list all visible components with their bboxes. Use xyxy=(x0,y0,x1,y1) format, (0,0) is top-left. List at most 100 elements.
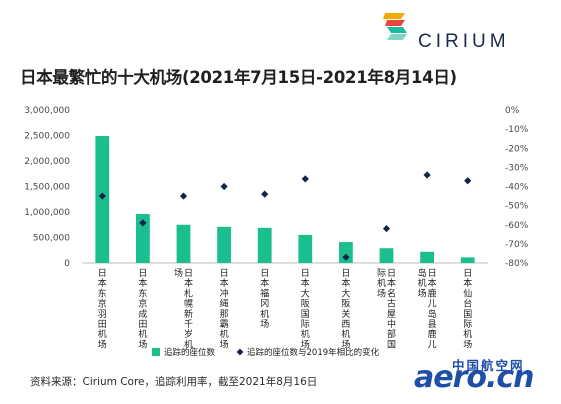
svg-text:屋: 屋 xyxy=(387,309,396,320)
svg-text:古: 古 xyxy=(387,298,396,310)
svg-text:幌: 幌 xyxy=(184,298,193,310)
watermark-main-text: aero.cn xyxy=(414,360,535,395)
svg-text:岁: 岁 xyxy=(184,328,193,340)
svg-text:本: 本 xyxy=(220,277,229,289)
svg-text:际: 际 xyxy=(377,268,386,279)
y-tick-label: 500,000 xyxy=(33,234,70,244)
bar xyxy=(257,227,272,263)
svg-text:阪: 阪 xyxy=(301,299,310,310)
svg-text:机: 机 xyxy=(463,328,472,340)
svg-text:羽: 羽 xyxy=(98,309,107,320)
svg-text:场: 场 xyxy=(98,339,107,350)
source-note: 资料来源：Cirium Core，追踪利用率，截至2021年8月16日 xyxy=(30,376,318,388)
bar xyxy=(217,226,232,263)
diamond-point xyxy=(382,224,391,233)
svg-text:机: 机 xyxy=(98,328,107,340)
bar xyxy=(379,248,394,263)
svg-text:本: 本 xyxy=(341,277,350,289)
cirium-logo xyxy=(383,13,407,40)
svg-text:本: 本 xyxy=(387,277,396,289)
svg-text:机: 机 xyxy=(184,338,193,350)
svg-text:机: 机 xyxy=(138,328,147,340)
svg-text:场: 场 xyxy=(174,268,183,279)
svg-text:阪: 阪 xyxy=(341,299,350,310)
svg-text:际: 际 xyxy=(463,319,472,330)
bar xyxy=(338,242,353,263)
svg-text:国: 国 xyxy=(387,339,396,350)
svg-text:本: 本 xyxy=(260,277,269,289)
svg-text:部: 部 xyxy=(387,328,396,340)
y-tick-label: 2,500,000 xyxy=(24,132,70,142)
svg-text:京: 京 xyxy=(138,298,147,310)
svg-text:日: 日 xyxy=(341,268,350,279)
svg-text:仙: 仙 xyxy=(463,287,472,299)
diamond-point xyxy=(261,190,269,198)
svg-text:场: 场 xyxy=(260,319,269,330)
y2-tick-label: -20% xyxy=(505,144,529,154)
chart-title: 日本最繁忙的十大机场(2021年7月15日-2021年8月14日) xyxy=(20,68,457,87)
y2-tick-label: -70% xyxy=(505,240,529,250)
svg-text:本: 本 xyxy=(463,277,472,289)
chart-canvas: 0 500,000 1,000,000 1,500,000 2,000,000 2,500… xyxy=(24,106,529,358)
svg-text:县: 县 xyxy=(428,319,437,330)
svg-text:大: 大 xyxy=(301,287,310,299)
svg-text:日: 日 xyxy=(463,268,472,279)
svg-text:田: 田 xyxy=(98,319,107,330)
brand-name: CIRIUM xyxy=(418,31,510,52)
svg-text:本: 本 xyxy=(428,277,437,289)
diamond-point xyxy=(423,171,431,179)
y2-tick-label: 0% xyxy=(505,106,520,116)
svg-text:日: 日 xyxy=(220,268,229,279)
svg-text:机: 机 xyxy=(377,277,386,289)
svg-text:日: 日 xyxy=(387,268,396,279)
diamond-point xyxy=(98,192,106,200)
diamond-point xyxy=(301,175,309,183)
svg-text:中: 中 xyxy=(387,318,396,330)
svg-text:关: 关 xyxy=(341,308,350,320)
svg-text:场: 场 xyxy=(301,339,310,350)
y2-tick-label: -60% xyxy=(505,221,529,231)
svg-text:冲: 冲 xyxy=(220,287,229,299)
y2-tick-label: -10% xyxy=(505,125,529,135)
svg-text:东: 东 xyxy=(138,287,147,299)
svg-text:福: 福 xyxy=(260,287,269,299)
svg-text:机: 机 xyxy=(341,328,350,340)
svg-text:机: 机 xyxy=(220,328,229,340)
svg-text:田: 田 xyxy=(138,319,147,330)
y2-tick-label: -30% xyxy=(505,163,529,173)
svg-text:机: 机 xyxy=(418,277,427,289)
svg-text:国: 国 xyxy=(301,309,310,320)
svg-text:新: 新 xyxy=(184,308,193,320)
legend-diamond-label: 追踪的座位数与2019年相比的变化 xyxy=(247,347,380,358)
svg-text:岛: 岛 xyxy=(418,267,427,279)
diamond-point xyxy=(179,192,188,200)
bar xyxy=(135,214,150,263)
svg-text:日: 日 xyxy=(428,268,437,279)
bar xyxy=(176,224,191,263)
y2-tick-label: -50% xyxy=(505,202,529,212)
svg-text:日: 日 xyxy=(260,268,269,279)
legend-bar-label: 追踪的座位数 xyxy=(164,347,216,358)
svg-text:大: 大 xyxy=(341,287,350,299)
diamond-point xyxy=(139,219,147,227)
svg-text:日: 日 xyxy=(301,268,310,279)
svg-text:日: 日 xyxy=(138,268,147,279)
svg-text:机: 机 xyxy=(260,308,269,320)
svg-text:成: 成 xyxy=(138,308,147,320)
svg-text:际: 际 xyxy=(301,319,310,330)
y-tick-label: 0 xyxy=(64,259,70,269)
svg-text:本: 本 xyxy=(98,277,107,289)
svg-text:千: 千 xyxy=(184,319,193,330)
svg-text:冈: 冈 xyxy=(260,299,269,310)
svg-text:西: 西 xyxy=(341,319,350,330)
svg-text:场: 场 xyxy=(341,339,350,350)
